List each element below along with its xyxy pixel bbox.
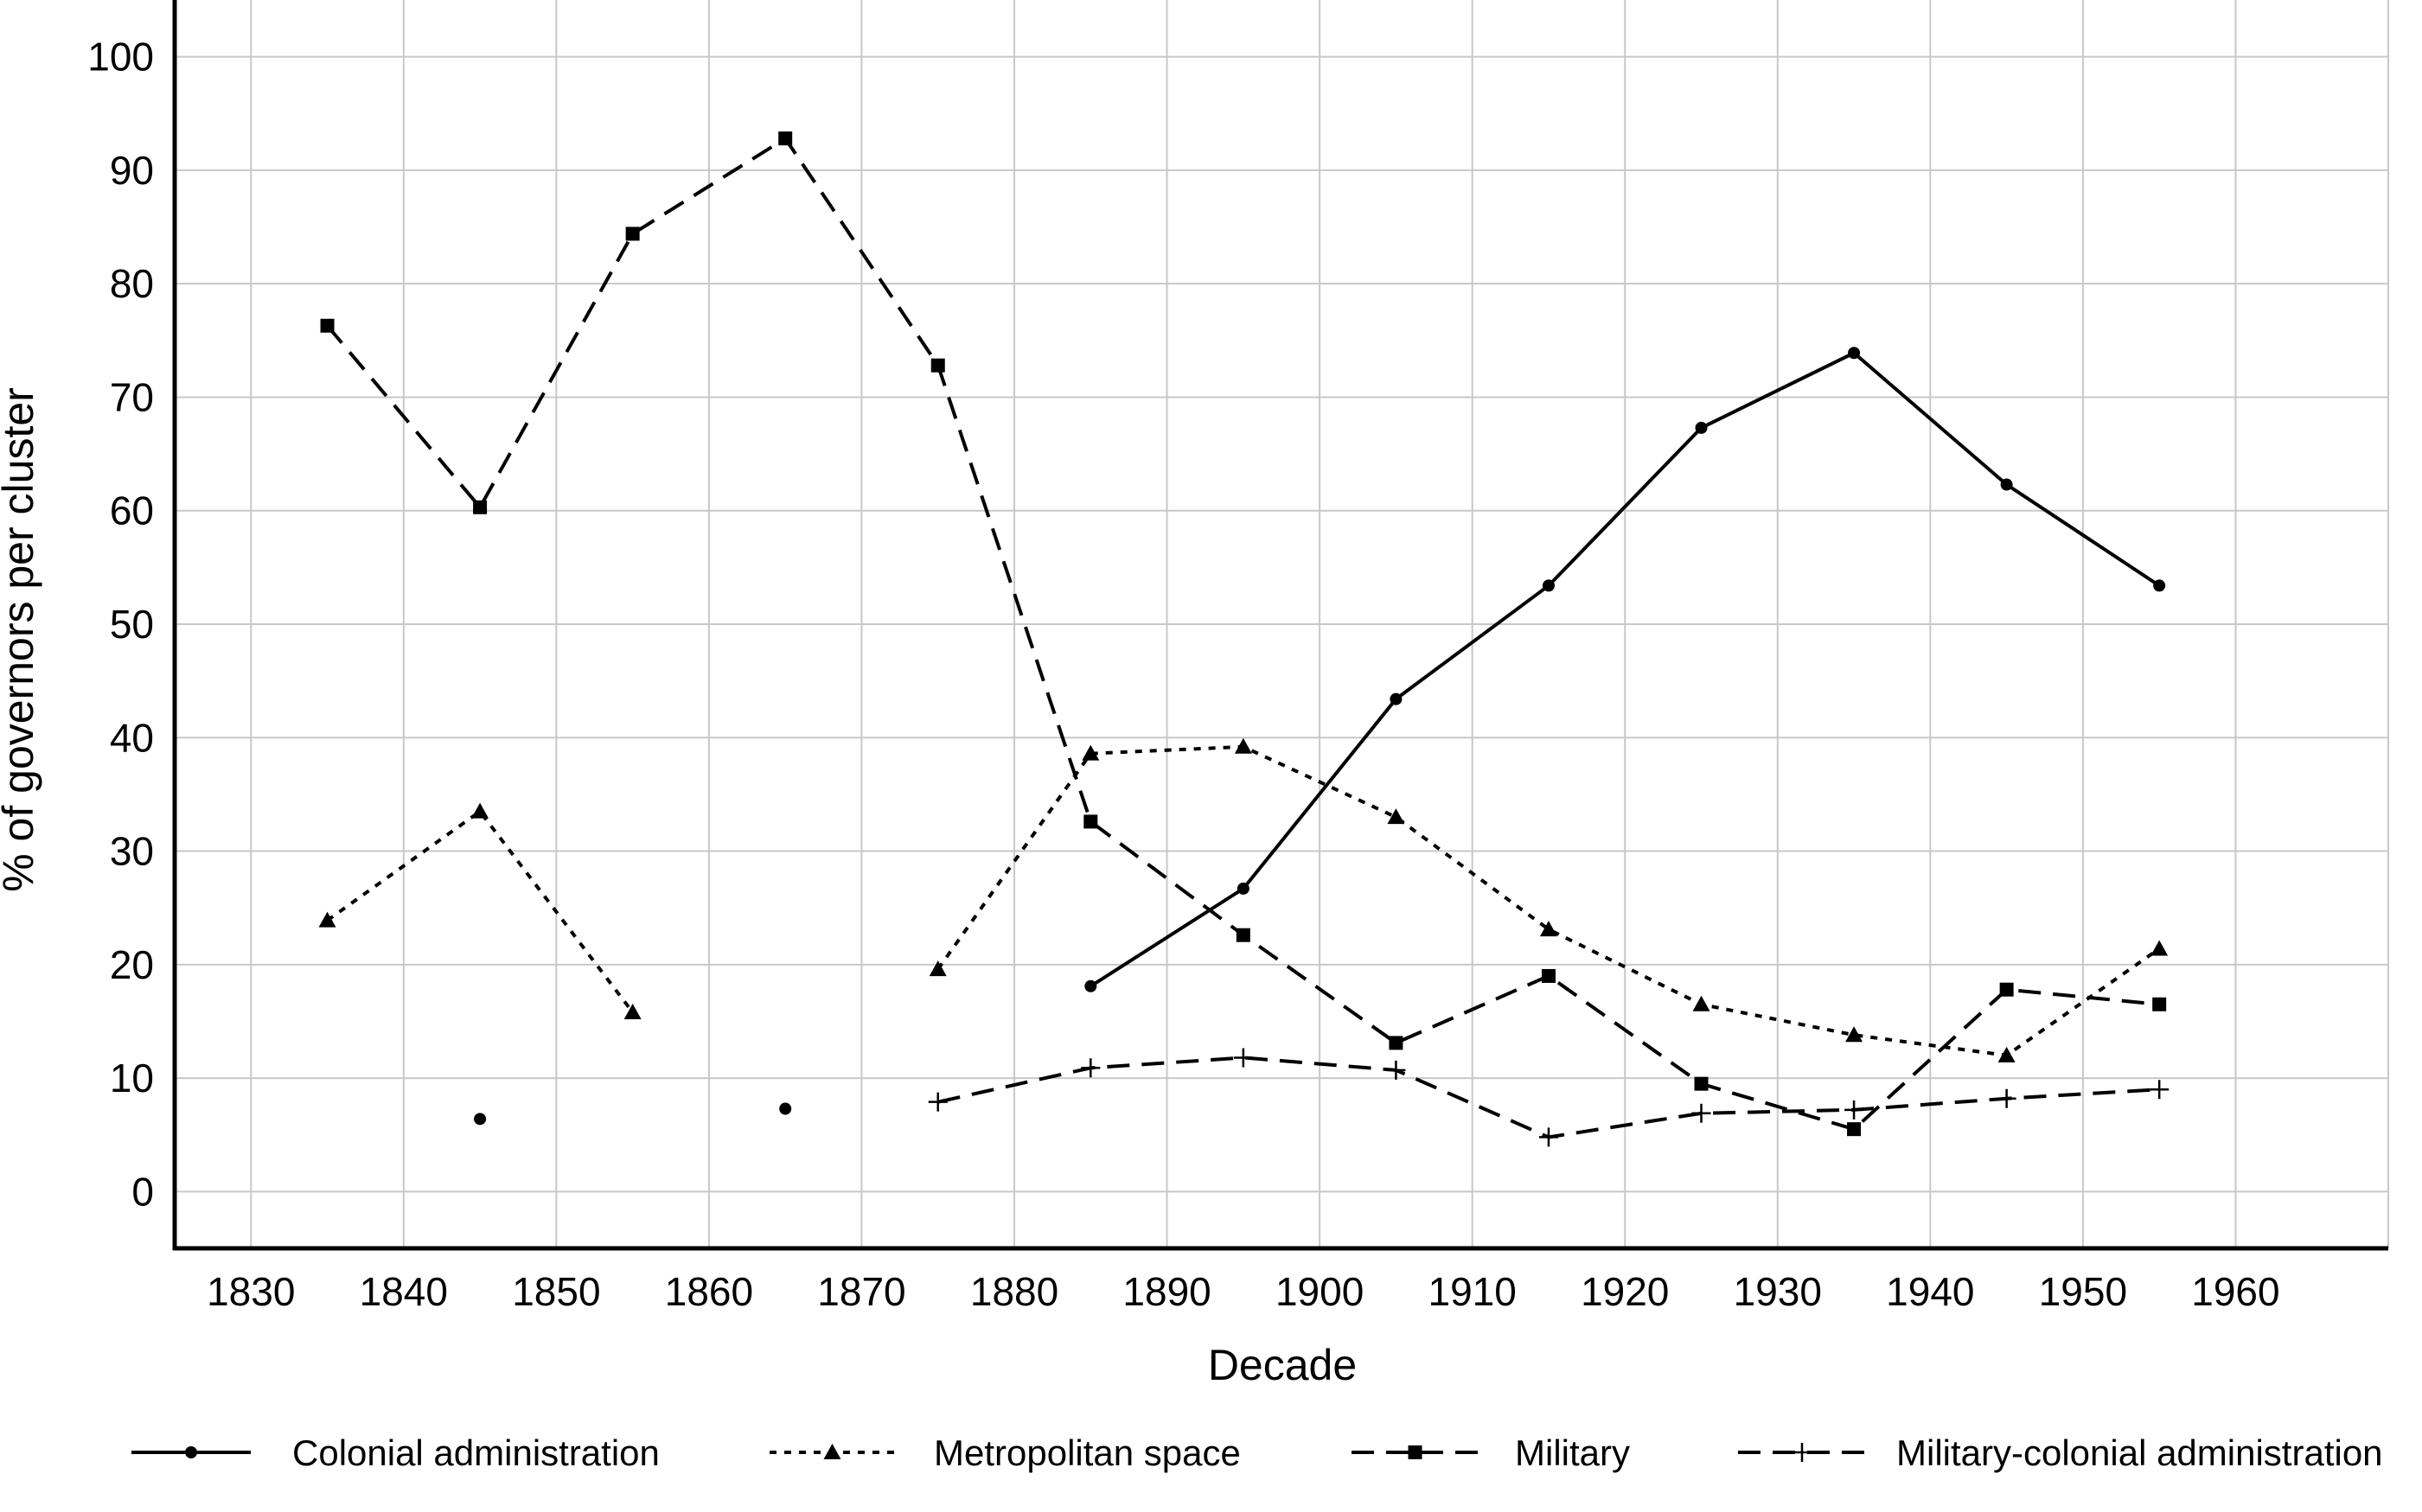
series-line [1090, 350, 2161, 988]
data-point-plus [1691, 1103, 1711, 1123]
data-point-square [2152, 997, 2167, 1011]
x-tick-label: 1880 [970, 1269, 1058, 1314]
x-tick-label: 1860 [665, 1269, 753, 1314]
y-tick-label: 0 [131, 1169, 154, 1214]
data-point-circle [1237, 882, 1249, 895]
legend-label: Military-colonial administration [1896, 1432, 2383, 1473]
data-point-triangle [823, 1444, 841, 1459]
series-line [326, 136, 2160, 1132]
data-point-plus [1081, 1058, 1101, 1078]
data-point-square [473, 500, 488, 514]
legend-label: Metropolitan space [934, 1432, 1241, 1473]
data-point-circle [1695, 421, 1708, 434]
x-tick-label: 1940 [1886, 1269, 1974, 1314]
y-tick-label: 100 [87, 35, 154, 80]
data-point-triangle [1997, 1046, 2016, 1062]
series-colonial-administration [474, 347, 2166, 1126]
data-point-plus [1793, 1443, 1812, 1462]
data-point-triangle [623, 1003, 642, 1019]
x-tick-label: 1960 [2191, 1269, 2279, 1314]
series [318, 131, 2170, 1147]
x-tick-label: 1830 [207, 1269, 295, 1314]
legend-item: Military-colonial administration [1738, 1432, 2383, 1473]
data-point-triangle [318, 911, 336, 928]
y-tick-label: 10 [110, 1056, 154, 1101]
data-point-square [320, 318, 335, 333]
axes: 0 10 20 30 40 50 60 70 80 90 100 1830 1840 1850 1860 18… [87, 0, 2388, 1314]
y-tick-label: 20 [110, 942, 154, 987]
x-tick-label: 1900 [1275, 1269, 1364, 1314]
y-tick-label: 70 [110, 374, 154, 419]
data-point-plus [1844, 1100, 1864, 1120]
legend-label: Colonial administration [292, 1432, 660, 1473]
data-point-triangle [1234, 737, 1252, 754]
data-point-triangle [1387, 808, 1405, 825]
data-point-triangle [1082, 744, 1100, 761]
legend-item: Metropolitan space [770, 1432, 1241, 1473]
data-point-square [1408, 1445, 1422, 1459]
data-point-square [625, 226, 640, 241]
series-metropolitan-space [318, 737, 2169, 1062]
legend-label: Military [1515, 1432, 1630, 1473]
data-point-square [1389, 1036, 1403, 1050]
data-point-plus [1233, 1048, 1253, 1068]
data-point-plus [2150, 1080, 2170, 1100]
data-point-plus [1386, 1060, 1406, 1080]
x-tick-label: 1930 [1734, 1269, 1822, 1314]
data-point-circle [185, 1446, 197, 1458]
data-point-triangle [1539, 921, 1557, 937]
series-line [936, 744, 2161, 1057]
data-point-square [778, 131, 793, 146]
data-point-square [1083, 814, 1098, 829]
x-tick-label: 1870 [817, 1269, 905, 1314]
data-point-plus [1538, 1127, 1558, 1147]
legend-item: Military [1352, 1432, 1630, 1473]
data-point-circle [2000, 478, 2013, 491]
data-point-circle [2153, 579, 2166, 592]
data-point-circle [779, 1102, 792, 1115]
data-point-circle [1084, 979, 1097, 992]
x-tick-label: 1920 [1581, 1269, 1669, 1314]
data-point-circle [1542, 579, 1555, 592]
y-axis-title: % of governors per cluster [0, 387, 42, 892]
y-tick-label: 50 [110, 602, 154, 647]
x-axis-title: Decade [1208, 1341, 1357, 1389]
data-point-square [930, 358, 945, 373]
data-point-triangle [929, 960, 947, 977]
data-point-triangle [1845, 1026, 1863, 1043]
x-tick-label: 1850 [512, 1269, 600, 1314]
x-tick-label: 1890 [1122, 1269, 1211, 1314]
data-point-circle [1848, 347, 1861, 360]
x-tick-label: 1950 [2039, 1269, 2127, 1314]
y-tick-label: 60 [110, 488, 154, 533]
x-tick-label: 1910 [1428, 1269, 1517, 1314]
series-military-colonial-administration [928, 1048, 2170, 1147]
y-tick-label: 80 [110, 261, 154, 306]
data-point-triangle [1692, 995, 1710, 1011]
data-point-triangle [471, 802, 489, 819]
legend-item: Colonial administration [131, 1432, 660, 1473]
data-point-triangle [2150, 940, 2169, 956]
x-tick-label: 1840 [360, 1269, 448, 1314]
grid [175, 0, 2389, 1248]
data-point-circle [1390, 692, 1403, 705]
data-point-plus [928, 1092, 948, 1112]
series-line [326, 808, 635, 1014]
y-tick-label: 90 [110, 148, 154, 193]
data-point-square [1847, 1122, 1862, 1137]
data-point-square [1541, 968, 1556, 983]
data-point-square [1236, 928, 1250, 942]
series-line [937, 1056, 2160, 1139]
data-point-square [1694, 1076, 1709, 1091]
data-point-plus [1997, 1088, 2016, 1108]
y-tick-label: 30 [110, 829, 154, 874]
y-tick-label: 40 [110, 715, 154, 760]
series-military [320, 131, 2167, 1137]
legend: Colonial administration Metropolitan spac… [131, 1432, 2383, 1473]
data-point-square [1999, 982, 2014, 997]
data-point-circle [474, 1113, 487, 1126]
